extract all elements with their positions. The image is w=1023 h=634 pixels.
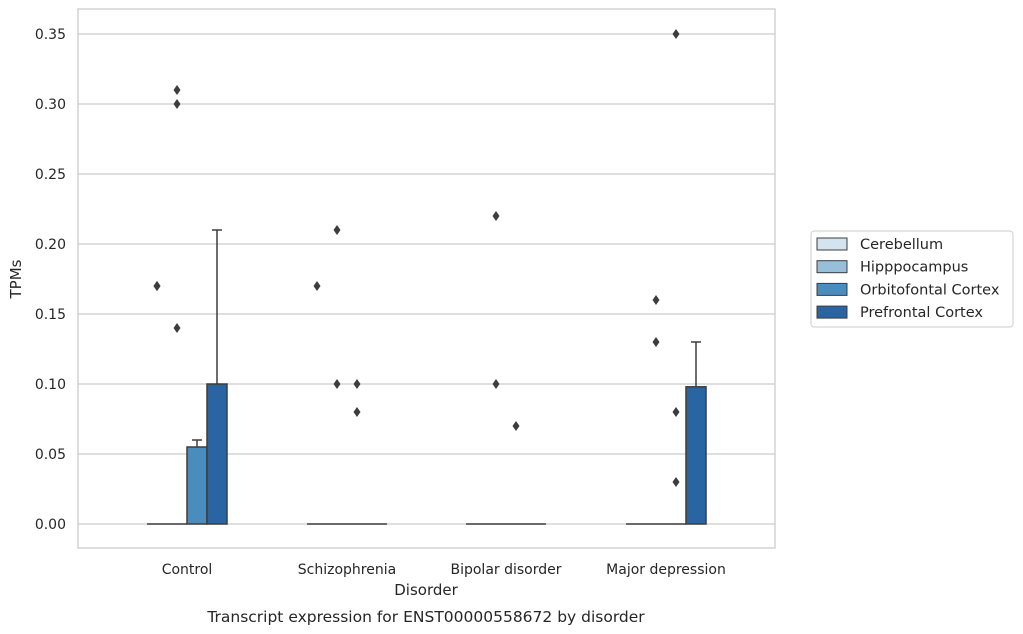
x-tick-label: Major depression [606,562,726,578]
chart-caption: Transcript expression for ENST0000055867… [206,608,645,626]
y-tick-label: 0.35 [35,27,66,43]
outlier-point [173,323,181,333]
x-tick-label: Schizophrenia [298,562,396,578]
y-tick-label: 0.05 [35,447,66,463]
x-axis-title: Disorder [394,581,458,599]
outlier-point [492,211,500,221]
outlier-point [652,337,660,347]
plot-marks [147,29,707,525]
legend-label: Cerebellum [860,237,943,253]
outlier-point [672,477,680,487]
legend-swatch [816,260,848,274]
y-axis-ticks: 0.00 0.05 0.10 0.15 0.20 0.25 0.30 0.35 [35,27,66,533]
legend-swatch [816,305,848,319]
legend-box [810,230,1014,328]
x-axis-ticks: Control Schizophrenia Bipolar disorder Majo… [162,562,726,578]
outlier-point [672,407,680,417]
outlier-point [353,379,361,389]
outlier-point [173,99,181,109]
outlier-point [313,281,321,291]
legend-swatch [816,282,848,296]
bar [206,383,228,525]
y-tick-label: 0.25 [35,167,66,183]
bar [685,386,707,525]
legend-label: Hipppocampus [860,260,968,276]
legend-label: Orbitofontal Cortex [860,282,1000,298]
bar [186,446,208,525]
outlier-point [173,85,181,95]
outlier-point [672,29,680,39]
outlier-point [492,379,500,389]
y-tick-label: 0.30 [35,97,66,113]
outlier-point [353,407,361,417]
legend-swatch [816,237,848,251]
outlier-point [333,379,341,389]
x-tick-label: Bipolar disorder [450,562,561,578]
y-axis-title: TPMs [7,259,25,299]
y-tick-label: 0.15 [35,307,66,323]
plot-area-frame [77,8,776,549]
legend-label: Prefrontal Cortex [860,305,983,321]
y-tick-label: 0.00 [35,517,66,533]
outlier-point [153,281,161,291]
outlier-point [333,225,341,235]
x-tick-label: Control [162,562,213,578]
outlier-point [652,295,660,305]
y-tick-label: 0.10 [35,377,66,393]
legend: Cerebellum Hipppocampus Orbitofontal Corte… [810,230,1014,328]
y-tick-label: 0.20 [35,237,66,253]
outlier-point [512,421,520,431]
